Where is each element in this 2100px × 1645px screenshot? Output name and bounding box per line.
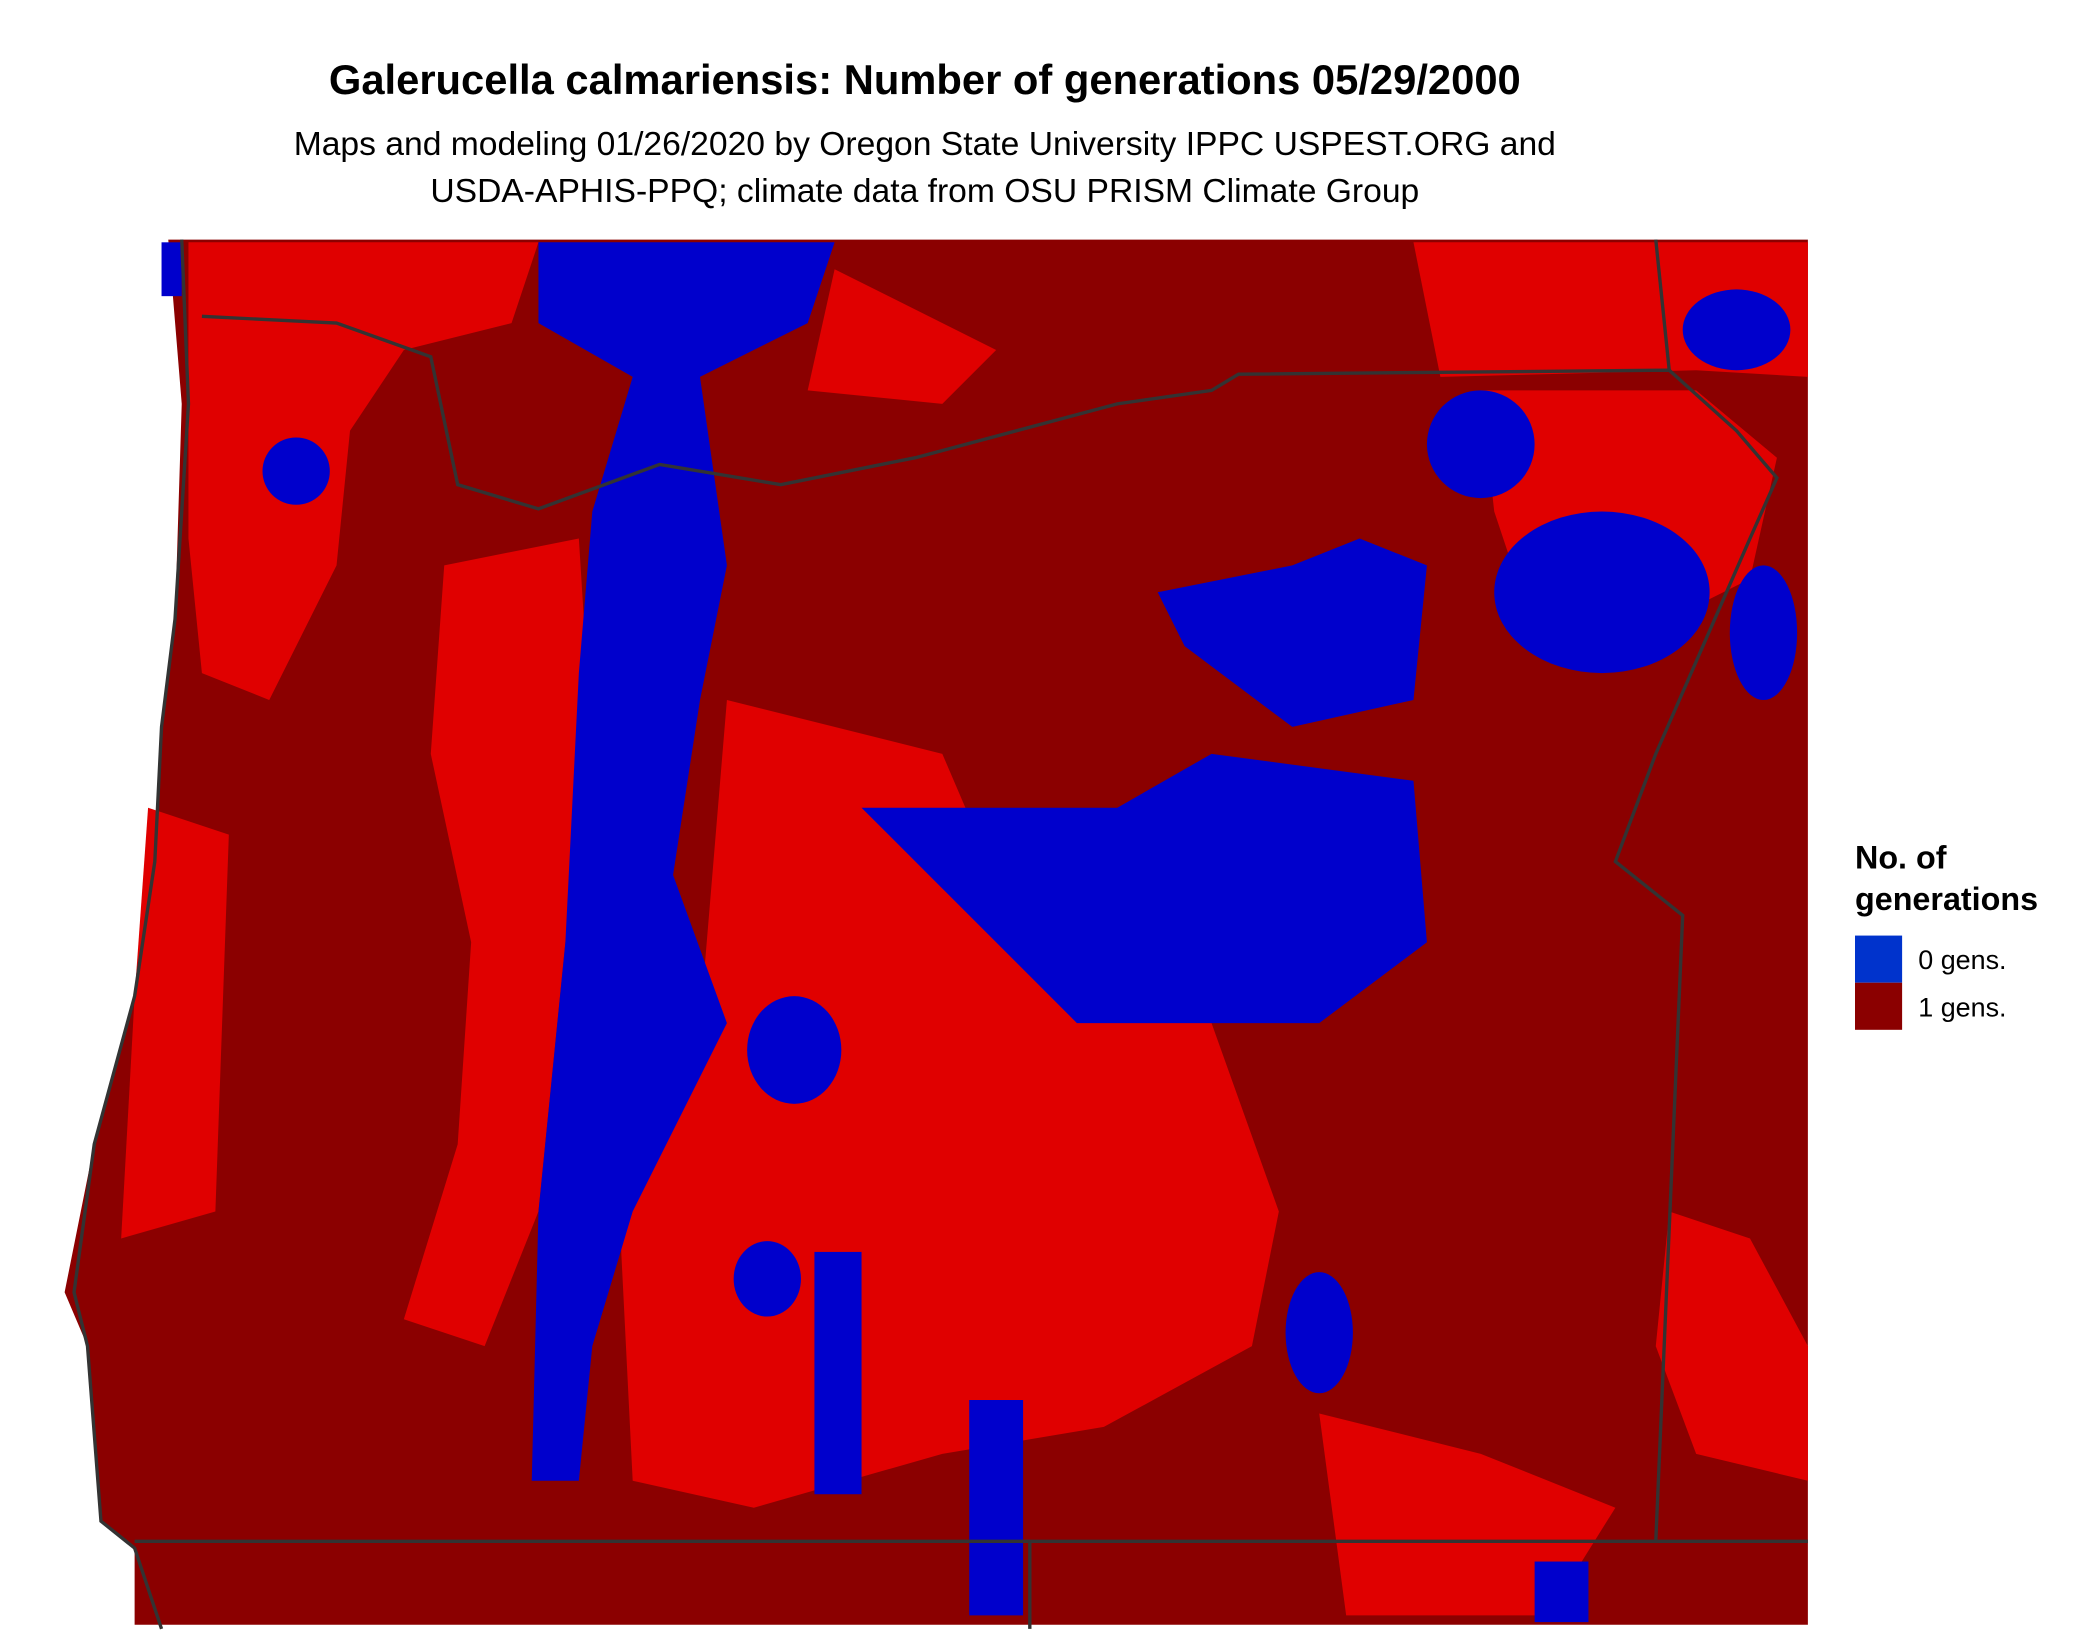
subtitle: Maps and modeling 01/26/2020 by Oregon S… xyxy=(294,126,1556,163)
legend-swatch xyxy=(1855,935,1903,983)
legend-label: 0 gens. xyxy=(1918,945,2006,975)
map xyxy=(64,239,1808,1630)
blue-areas xyxy=(161,242,1798,1623)
legend-label: 1 gens. xyxy=(1918,992,2006,1022)
legend: No. of generations 0 gens. 1 gens. xyxy=(1855,839,2038,1030)
title: Galerucella calmariensis: Number of gene… xyxy=(329,56,1521,103)
subtitle: USDA-APHIS-PPQ; climate data from OSU PR… xyxy=(430,173,1419,210)
legend-title: No. of xyxy=(1855,839,1947,875)
borders xyxy=(72,239,1808,1630)
legend-swatch xyxy=(1855,982,1903,1030)
legend-title: generations xyxy=(1855,881,2038,917)
